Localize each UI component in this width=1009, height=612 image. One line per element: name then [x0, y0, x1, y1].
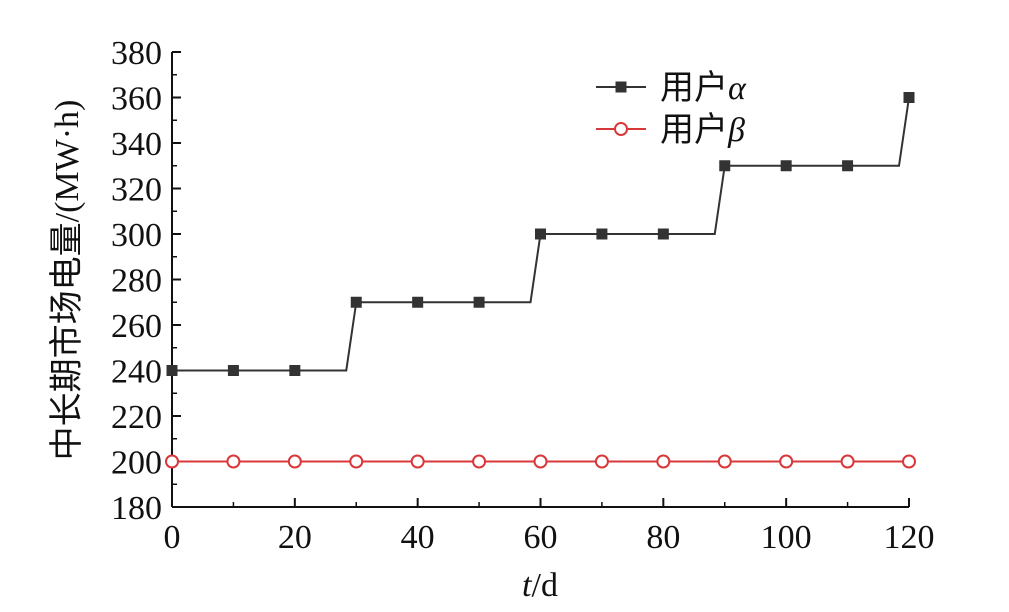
series-2-point — [287, 454, 302, 469]
series-2-point — [349, 454, 364, 469]
series-1-point — [657, 228, 669, 240]
series-1-point — [535, 228, 546, 240]
series-1-point — [227, 365, 239, 376]
series-1-point — [412, 296, 424, 308]
series-2-point — [472, 454, 487, 469]
y-tick-label: 320 — [111, 172, 162, 209]
y-tick-label: 240 — [111, 354, 162, 391]
x-tick-label: 120 — [884, 519, 935, 556]
legend: 用户α 用户β — [596, 69, 747, 149]
x-tick-label: 60 — [524, 519, 558, 556]
series-1-point — [350, 296, 362, 308]
y-tick-label: 360 — [111, 81, 162, 118]
series-1-point — [842, 160, 854, 172]
y-tick-label: 340 — [111, 126, 162, 163]
series-2-point — [717, 454, 732, 469]
series-2-point — [902, 454, 916, 469]
x-tick-label: 20 — [278, 519, 312, 556]
y-tick-label: 220 — [111, 399, 162, 436]
series-2-point — [226, 454, 241, 469]
x-axis-title: t/d — [522, 567, 558, 604]
axes: 180 200 220 240 260 280 300 320 340 360 380 0 20 40 60… — [111, 35, 935, 556]
series-2-point — [410, 454, 425, 469]
x-tick-label: 100 — [761, 519, 812, 556]
series-layer — [165, 92, 916, 469]
series-2-point — [656, 454, 671, 469]
series-2-point — [165, 454, 179, 469]
series-1-point — [903, 92, 915, 103]
y-tick-label: 380 — [111, 35, 162, 72]
legend-marker-series-2 — [614, 122, 628, 136]
x-tick-label: 0 — [164, 519, 181, 556]
y-tick-label: 180 — [111, 490, 162, 527]
y-tick-label: 200 — [111, 445, 162, 482]
y-axis-title: 中长期市场电量/(MW·h) — [48, 100, 86, 461]
x-tick-label: 80 — [646, 519, 680, 556]
series-1-point — [473, 296, 485, 308]
x-tick-label: 40 — [401, 519, 435, 556]
series-1-point — [780, 160, 792, 172]
series-1-point — [719, 160, 731, 172]
y-tick-label: 300 — [111, 217, 162, 254]
series-2-point — [779, 454, 794, 469]
series-2-point — [840, 454, 855, 469]
legend-label-series-2: 用户β — [660, 111, 745, 149]
series-1-point — [596, 228, 608, 240]
series-2-point — [533, 454, 548, 469]
series-1-point — [166, 365, 178, 376]
series-1-point — [289, 365, 301, 376]
legend-marker-series-1 — [615, 81, 627, 93]
y-tick-label: 260 — [111, 308, 162, 345]
legend-label-series-1: 用户α — [660, 69, 747, 107]
y-tick-label: 280 — [111, 263, 162, 300]
series-2-point — [594, 454, 609, 469]
